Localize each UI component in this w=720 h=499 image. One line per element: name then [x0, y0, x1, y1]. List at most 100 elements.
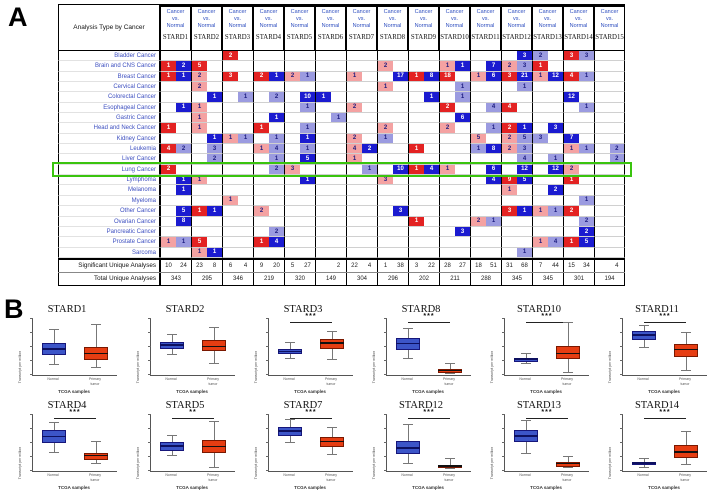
heatmap-cell: 5: [192, 237, 207, 247]
heatmap-column-cell: [532, 216, 563, 227]
heatmap-cell: [424, 82, 439, 91]
significant-count: 4: [615, 262, 619, 269]
cancer-vs-normal-subheader: Cancer vs. Normal: [228, 9, 247, 29]
heatmap-column-cell: [532, 195, 563, 207]
heatmap-cell: 3: [393, 206, 408, 216]
x-tick-label: Primary tumor: [206, 377, 220, 386]
heatmap-column-cell: [439, 247, 470, 258]
heatmap-column-cell: [470, 195, 501, 207]
x-tick-label: Normal: [47, 473, 59, 477]
heatmap-cell: [207, 72, 222, 81]
heatmap-column-cell: 1: [284, 175, 315, 186]
cancer-vs-normal-subheader: Cancer vs. Normal: [476, 9, 495, 29]
heatmap-column-cell: [253, 185, 284, 196]
heatmap-cell: [610, 123, 625, 132]
heatmap-cell: [238, 51, 253, 60]
y-axis-tick: [148, 346, 151, 347]
heatmap-column-cell: [191, 226, 222, 238]
heatmap-cell: [223, 206, 238, 215]
x-axis-label: TCGA samples: [530, 389, 562, 394]
total-analyses-row: Total Unique Analyses 343 295 346 219 320 149 3…: [58, 271, 625, 286]
y-axis-tick: [148, 414, 151, 415]
total-count: 301: [573, 275, 584, 282]
heatmap-column-cell: [470, 226, 501, 238]
significant-count: 27: [304, 262, 311, 269]
heatmap-cell: [347, 196, 362, 205]
heatmap-cell: 6: [486, 164, 501, 175]
heatmap-cell: [254, 113, 269, 122]
table-row: Lymphoma 1 1 1 3 4 9 5 1: [58, 175, 625, 186]
heatmap-cell: [285, 92, 300, 101]
heatmap-column-cell: [377, 185, 408, 196]
y-axis-tick: [620, 332, 623, 333]
heatmap-cell: 5: [192, 61, 207, 71]
significant-count-cell: 9 20: [253, 259, 284, 272]
total-count-cell: 219: [253, 272, 284, 285]
heatmap-cell: [393, 103, 408, 112]
heatmap-cell: [161, 51, 176, 60]
heatmap-cell: 1: [471, 71, 486, 82]
heatmap-cell: [486, 237, 501, 246]
heatmap-cell: [502, 227, 517, 236]
heatmap-cell: 7: [486, 61, 501, 71]
column-header-STARD14: Cancer vs. Normal STARD14: [563, 4, 594, 51]
heatmap-cell: [610, 134, 625, 143]
significant-count: [595, 260, 610, 272]
heatmap-cell: [378, 144, 393, 153]
heatmap-column-cell: [377, 154, 408, 165]
column-header-STARD1: Cancer vs. Normal STARD1: [160, 4, 191, 51]
x-axis-label: TCGA samples: [58, 485, 90, 490]
heatmap-cell: [269, 61, 284, 70]
heatmap-cell: [285, 196, 300, 205]
heatmap-column-cell: [408, 206, 439, 217]
plot-title: STARD14: [634, 400, 680, 411]
heatmap-column-cell: [501, 237, 532, 248]
total-count-cell: 211: [439, 272, 470, 285]
heatmap-cell: [502, 82, 517, 91]
heatmap-cell: [331, 165, 346, 174]
normal-whisker-cap: [639, 466, 649, 468]
heatmap-cell: [207, 237, 222, 246]
heatmap-cell: [533, 185, 548, 194]
heatmap-cell: 1: [254, 123, 269, 133]
plot-title: STARD13: [516, 400, 562, 411]
tumor-whisker: [449, 459, 451, 470]
heatmap-cell: 1: [455, 82, 470, 92]
boxplot-STARD13: STARD13 Transcript per million *** Normal Pr…: [480, 400, 598, 496]
heatmap-cell: [471, 103, 486, 112]
heatmap-cell: [471, 175, 486, 184]
heatmap-cell: 1: [269, 133, 284, 144]
heatmap-cell: [269, 103, 284, 112]
heatmap-cell: [269, 51, 284, 60]
heatmap-column-cell: 1: [501, 82, 532, 93]
heatmap-cell: 2: [378, 123, 393, 133]
normal-whisker-cap: [403, 463, 413, 465]
heatmap-column-cell: [284, 216, 315, 227]
heatmap-cell: 1: [300, 71, 315, 82]
heatmap-column-cell: [408, 61, 439, 72]
heatmap-cell: [440, 248, 455, 257]
heatmap-cell: [254, 92, 269, 101]
y-axis-label: Transcript per million: [608, 446, 612, 480]
heatmap-cell: [486, 134, 501, 143]
heatmap-cell: [300, 82, 315, 91]
heatmap-cell: [393, 134, 408, 143]
heatmap-cell: [393, 175, 408, 184]
heatmap-cell: [254, 61, 269, 70]
heatmap-cell: [238, 113, 253, 122]
heatmap-cell: [548, 175, 563, 184]
heatmap-cell: 2: [192, 71, 207, 82]
significance-bar: [290, 322, 332, 323]
heatmap-cell: 1: [347, 71, 362, 82]
total-count-cell: 296: [377, 272, 408, 285]
heatmap-cell: [300, 165, 315, 174]
y-axis-label: Transcript per million: [372, 350, 376, 384]
heatmap-cell: [254, 154, 269, 163]
heatmap-cell: [331, 61, 346, 70]
heatmap-cell: 4: [269, 237, 284, 247]
y-axis-tick: [384, 428, 387, 429]
heatmap-column-cell: 2: [191, 154, 222, 165]
heatmap-column-cell: [284, 247, 315, 258]
table-row: Sarcoma 1 1 1: [58, 247, 625, 258]
